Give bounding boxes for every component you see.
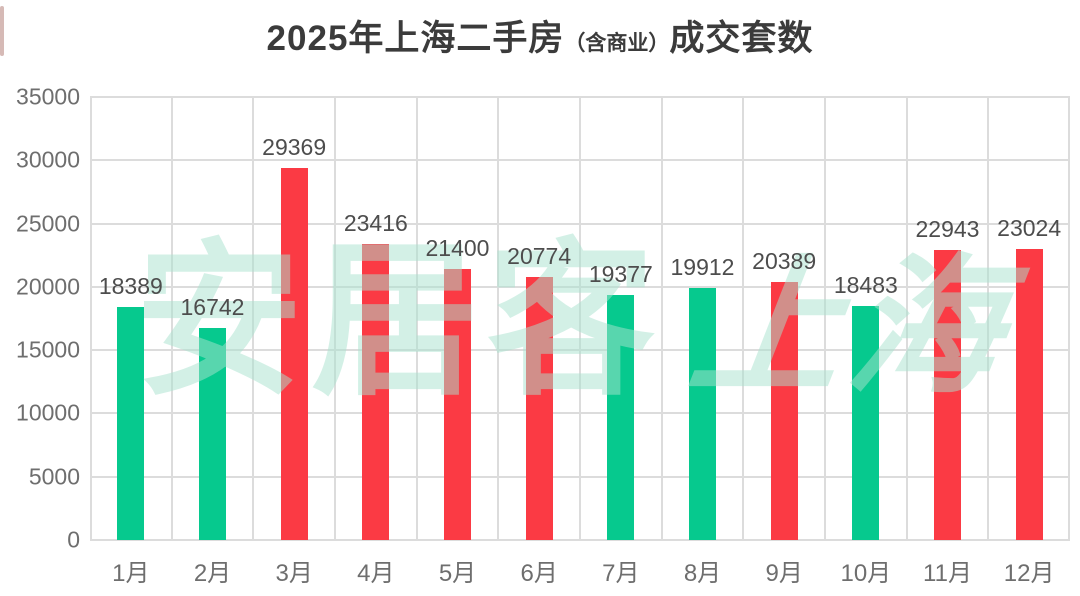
bar-5月 [444, 269, 471, 540]
x-tick-3月: 3月 [275, 560, 313, 587]
value-label-1月: 18389 [98, 273, 163, 299]
vertical-gridline [824, 97, 826, 540]
x-tick-6月: 6月 [520, 560, 558, 587]
x-tick-8月: 8月 [683, 560, 722, 587]
vertical-gridline [660, 97, 663, 540]
title-prefix: 2025年上海二手房 [266, 19, 565, 58]
y-axis: 35000 30000 25000 20000 15000 10000 5000 0 [0, 0, 80, 596]
bar-1月 [117, 307, 145, 540]
x-tick-7月: 7月 [602, 560, 640, 587]
value-label-7月: 19377 [588, 261, 653, 287]
bar-7月 [607, 295, 635, 540]
value-label-4月: 23416 [343, 210, 408, 236]
value-label-3月: 29369 [262, 134, 327, 160]
y-tick-35000: 35000 [16, 83, 80, 110]
value-label-5月: 21400 [425, 235, 490, 261]
value-label-6月: 20774 [507, 243, 572, 269]
bar-4月 [362, 244, 390, 540]
vertical-gridline [579, 97, 581, 540]
y-tick-25000: 25000 [16, 210, 80, 237]
bar-8月 [689, 288, 716, 540]
x-tick-2月: 2月 [193, 560, 232, 587]
plot-area: 安居客 上海 18389 16742 29369 23416 21400 20774 1937… [90, 96, 1070, 541]
x-tick-11月: 11月 [923, 560, 972, 587]
bar-9月 [770, 282, 798, 540]
title-paren: （含商业） [564, 32, 670, 55]
vertical-gridline [905, 97, 908, 540]
vertical-gridline [334, 97, 336, 540]
x-tick-5月: 5月 [438, 560, 477, 587]
x-tick-4月: 4月 [357, 560, 395, 587]
horizontal-gridline [90, 539, 1070, 541]
vertical-gridline [90, 97, 92, 540]
bar-10月 [852, 306, 880, 540]
vertical-gridline [415, 97, 418, 540]
value-label-10月: 18483 [833, 272, 898, 298]
y-tick-15000: 15000 [16, 336, 80, 363]
vertical-gridline [1068, 97, 1070, 540]
vertical-gridline [170, 97, 173, 540]
vertical-gridline [987, 97, 990, 540]
x-tick-9月: 9月 [765, 560, 803, 587]
x-tick-12月: 12月 [1003, 560, 1055, 587]
bar-12月 [1015, 249, 1043, 540]
value-label-2月: 16742 [180, 294, 245, 320]
value-label-8月: 19912 [670, 254, 735, 280]
y-tick-30000: 30000 [16, 146, 80, 173]
value-label-11月: 22943 [915, 216, 980, 242]
value-label-9月: 20389 [752, 248, 817, 274]
title-suffix: 成交套数 [669, 19, 814, 58]
bar-6月 [525, 277, 553, 540]
y-tick-5000: 5000 [28, 463, 80, 490]
bar-11月 [934, 250, 961, 540]
bar-2月 [199, 328, 226, 540]
y-tick-10000: 10000 [16, 399, 80, 426]
vertical-gridline [497, 97, 500, 540]
vertical-gridline [742, 97, 745, 540]
left-edge-artifact [0, 6, 4, 56]
value-label-12月: 23024 [997, 215, 1062, 241]
vertical-gridline [252, 97, 255, 540]
y-tick-20000: 20000 [16, 273, 80, 300]
chart-title: 2025年上海二手房（含商业）成交套数 [0, 16, 1080, 67]
x-tick-1月: 1月 [112, 560, 150, 587]
x-tick-10月: 10月 [840, 560, 892, 587]
y-tick-0: 0 [67, 526, 80, 553]
bar-3月 [280, 168, 308, 540]
